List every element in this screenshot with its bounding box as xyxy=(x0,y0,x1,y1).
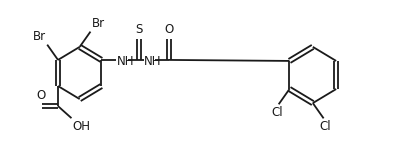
Text: OH: OH xyxy=(72,120,90,133)
Text: NH: NH xyxy=(117,55,134,68)
Text: S: S xyxy=(135,23,143,36)
Text: NH: NH xyxy=(144,55,161,68)
Text: Br: Br xyxy=(92,17,105,30)
Text: O: O xyxy=(36,89,45,102)
Text: Br: Br xyxy=(32,30,45,43)
Text: Cl: Cl xyxy=(271,106,283,119)
Text: O: O xyxy=(164,23,173,36)
Text: Cl: Cl xyxy=(318,120,330,133)
